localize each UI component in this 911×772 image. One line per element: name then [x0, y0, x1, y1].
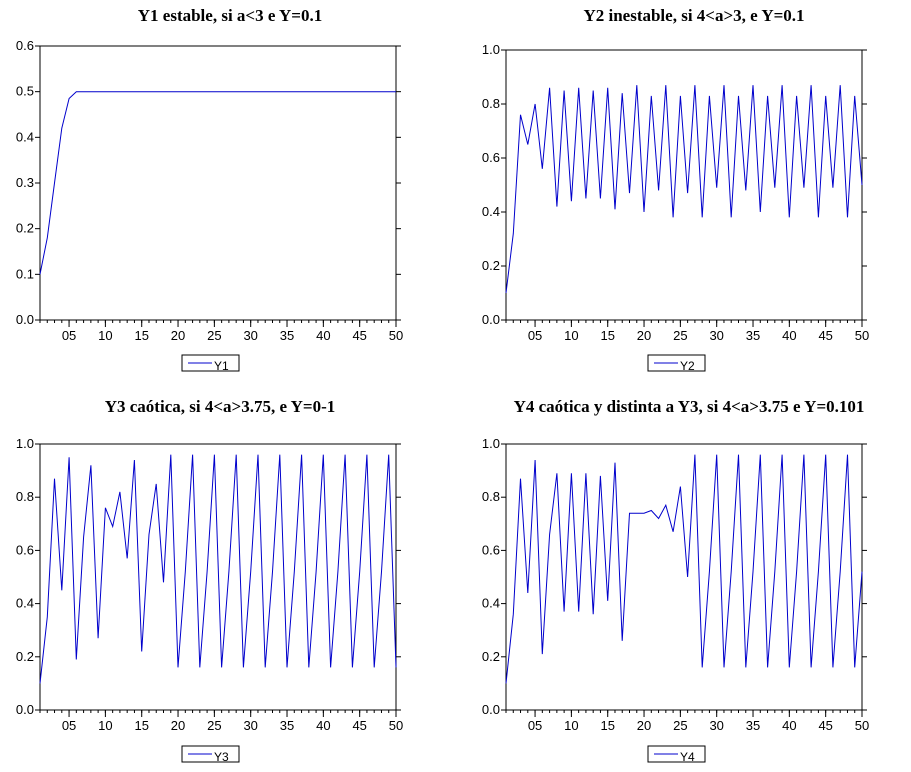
chart-panel-4: Y4 caótica y distinta a Y3, si 4<a>3.75 …	[482, 397, 869, 764]
y-tick-label: 0.6	[16, 542, 34, 557]
legend-label: Y1	[214, 359, 229, 373]
series-line-y3	[39, 454, 397, 684]
x-tick-label: 10	[98, 718, 112, 733]
y-tick-label: 1.0	[16, 436, 34, 451]
x-tick-label: 40	[782, 718, 796, 733]
y-tick-label: 0.6	[482, 150, 500, 165]
x-tick-label: 35	[280, 328, 294, 343]
x-tick-label: 05	[62, 718, 76, 733]
legend-label: Y2	[680, 359, 695, 373]
y-tick-label: 0.8	[16, 489, 34, 504]
x-tick-label: 15	[600, 328, 614, 343]
x-tick-label: 45	[352, 718, 366, 733]
chart-panel-2: Y2 inestable, si 4<a>3, e Y=0.1 0.0 0.2 0.4…	[482, 6, 869, 373]
chart-panel-3: Y3 caótica, si 4<a>3.75, e Y=0-1 0.0 0.2 0.…	[16, 397, 403, 764]
legend-label: Y4	[680, 750, 695, 764]
x-tick-label: 05	[62, 328, 76, 343]
plot-frame	[505, 443, 863, 711]
y-tick-label: 0.8	[482, 489, 500, 504]
series-line-y1	[39, 91, 396, 275]
y-tick-label: 0.2	[16, 221, 34, 236]
y-tick-label: 0.4	[482, 204, 500, 219]
x-tick-label: 50	[855, 718, 869, 733]
plot-frame	[39, 443, 397, 711]
y-tick-label: 0.6	[482, 542, 500, 557]
x-tick-label: 45	[818, 328, 832, 343]
series-line-y2	[505, 85, 863, 294]
x-tick-label: 05	[528, 718, 542, 733]
x-tick-label: 15	[134, 718, 148, 733]
series-line-y4	[505, 454, 863, 684]
x-tick-label: 20	[171, 328, 185, 343]
chart-title: Y2 inestable, si 4<a>3, e Y=0.1	[583, 6, 804, 25]
legend: Y2	[647, 354, 706, 373]
x-tick-label: 45	[818, 718, 832, 733]
chart-title: Y4 caótica y distinta a Y3, si 4<a>3.75 …	[514, 397, 865, 416]
plot-frame	[505, 49, 863, 321]
legend: Y4	[647, 745, 706, 764]
x-tick-label: 50	[389, 328, 403, 343]
legend: Y1	[181, 354, 240, 373]
x-tick-label: 25	[673, 718, 687, 733]
y-tick-label: 0.0	[16, 312, 34, 327]
x-tick-label: 35	[746, 328, 760, 343]
x-tick-label: 20	[637, 328, 651, 343]
x-tick-label: 45	[352, 328, 366, 343]
y-tick-label: 1.0	[482, 436, 500, 451]
y-tick-label: 0.4	[482, 596, 500, 611]
x-tick-label: 25	[207, 718, 221, 733]
y-tick-label: 0.2	[482, 649, 500, 664]
y-tick-label: 0.3	[16, 175, 34, 190]
y-tick-label: 0.0	[16, 702, 34, 717]
y-tick-label: 0.2	[16, 649, 34, 664]
x-tick-label: 15	[134, 328, 148, 343]
x-tick-label: 30	[709, 328, 723, 343]
x-tick-label: 30	[243, 328, 257, 343]
x-tick-label: 25	[673, 328, 687, 343]
x-tick-label: 35	[280, 718, 294, 733]
x-tick-label: 40	[316, 328, 330, 343]
x-tick-label: 40	[316, 718, 330, 733]
y-tick-label: 1.0	[482, 42, 500, 57]
x-tick-label: 35	[746, 718, 760, 733]
y-tick-label: 0.1	[16, 266, 34, 281]
plot-frame	[39, 45, 397, 321]
y-tick-label: 0.0	[482, 702, 500, 717]
y-tick-label: 0.8	[482, 96, 500, 111]
x-tick-label: 25	[207, 328, 221, 343]
y-tick-label: 0.4	[16, 129, 34, 144]
x-tick-label: 10	[564, 328, 578, 343]
x-tick-label: 20	[171, 718, 185, 733]
x-tick-label: 50	[389, 718, 403, 733]
y-tick-label: 0.6	[16, 38, 34, 53]
chart-panel-1: Y1 estable, si a<3 e Y=0.1 0.0 0.1 0.2 0.3 0.…	[16, 6, 403, 373]
x-tick-label: 30	[243, 718, 257, 733]
legend-label: Y3	[214, 750, 229, 764]
x-tick-label: 10	[564, 718, 578, 733]
x-tick-label: 50	[855, 328, 869, 343]
x-tick-label: 15	[600, 718, 614, 733]
chart-title: Y3 caótica, si 4<a>3.75, e Y=0-1	[105, 397, 336, 416]
x-tick-label: 10	[98, 328, 112, 343]
y-tick-label: 0.4	[16, 596, 34, 611]
legend: Y3	[181, 745, 240, 764]
y-tick-label: 0.0	[482, 312, 500, 327]
y-tick-label: 0.5	[16, 84, 34, 99]
y-tick-label: 0.2	[482, 258, 500, 273]
x-tick-label: 40	[782, 328, 796, 343]
x-tick-label: 20	[637, 718, 651, 733]
x-tick-label: 30	[709, 718, 723, 733]
chart-title: Y1 estable, si a<3 e Y=0.1	[138, 6, 322, 25]
x-tick-label: 05	[528, 328, 542, 343]
